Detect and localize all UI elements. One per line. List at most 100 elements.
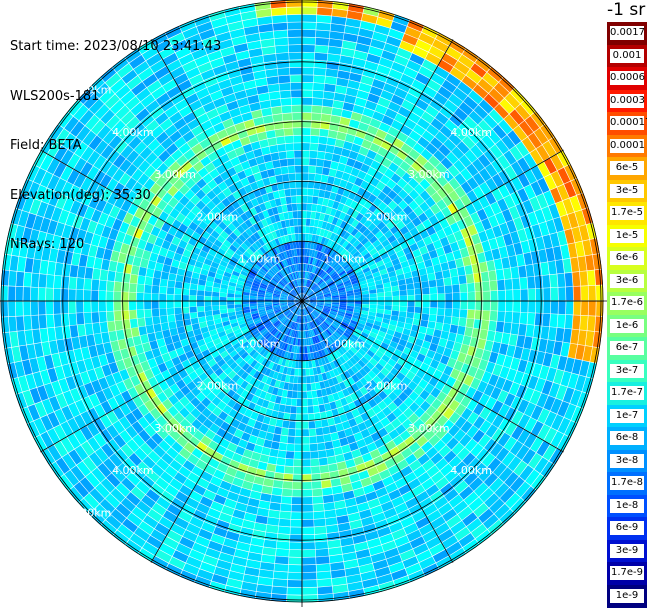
ppi-cell	[159, 286, 167, 294]
ppi-cell	[257, 132, 267, 141]
ppi-cell	[377, 288, 384, 293]
ppi-cell	[260, 454, 270, 463]
ppi-cell	[283, 481, 293, 489]
ppi-cell	[269, 91, 280, 99]
ppi-cell	[284, 466, 293, 474]
ppi-cell	[316, 159, 324, 167]
ppi-cell	[235, 304, 242, 308]
ppi-cell	[289, 421, 296, 428]
ppi-cell	[317, 435, 325, 443]
ppi-cell	[235, 298, 242, 301]
ppi-cell	[176, 320, 184, 328]
ppi-cell	[160, 279, 168, 287]
ppi-cell	[377, 305, 384, 309]
ppi-cell	[213, 287, 220, 292]
ppi-cell	[496, 322, 504, 333]
ppi-cell	[174, 295, 181, 301]
ppi-cell	[302, 407, 308, 414]
ppi-cell	[254, 476, 265, 485]
ppi-cell	[314, 519, 326, 527]
ppi-cell	[302, 22, 316, 29]
ppi-cell	[302, 392, 307, 399]
ppi-cell	[393, 296, 400, 301]
ppi-cell	[77, 324, 85, 336]
elevation-label: Elevation(deg): 35.30	[10, 188, 221, 205]
ppi-cell	[450, 268, 458, 277]
ppi-cell	[292, 490, 302, 497]
ppi-cell	[492, 248, 501, 259]
ppi-cell	[256, 9, 271, 18]
ppi-cell	[168, 315, 176, 323]
ppi-cell	[494, 332, 503, 343]
ppi-cell	[465, 265, 473, 275]
colorbar-tick-label: 3e-7	[610, 364, 644, 378]
ppi-cell	[558, 287, 565, 300]
ppi-cell	[325, 517, 337, 525]
ppi-cell	[302, 346, 305, 353]
ppi-cell	[494, 259, 503, 270]
ppi-cell	[302, 512, 313, 519]
ppi-cell	[302, 53, 315, 60]
ppi-cell	[262, 486, 273, 495]
ppi-cell	[266, 525, 278, 533]
ppi-cell	[227, 297, 234, 301]
ppi-cell	[84, 313, 92, 324]
ppi-cell	[315, 53, 328, 61]
ppi-cell	[574, 301, 581, 315]
ppi-cell	[8, 286, 15, 301]
ppi-cell	[309, 436, 317, 443]
ppi-cell	[518, 324, 526, 336]
ppi-cell	[280, 435, 288, 443]
range-ring-label: 3.00km	[408, 168, 450, 181]
ppi-cell	[511, 323, 519, 335]
ppi-cell	[294, 369, 298, 376]
ppi-cell	[261, 447, 270, 456]
ppi-cell	[144, 301, 151, 309]
ppi-cell	[296, 188, 302, 195]
range-ring-label: 4.00km	[450, 126, 492, 139]
ppi-cell	[310, 451, 318, 459]
ppi-cell	[342, 483, 353, 492]
ppi-cell	[578, 256, 587, 271]
scan-info: Start time: 2023/08/10 23:41:43 WLS200s-…	[10, 6, 221, 270]
ppi-cell	[558, 301, 565, 314]
ppi-cell	[129, 292, 136, 301]
ppi-cell	[430, 308, 437, 315]
ppi-cell	[355, 301, 362, 304]
ppi-cell	[152, 278, 160, 286]
ppi-cell	[92, 312, 100, 323]
ppi-cell	[271, 106, 282, 114]
ppi-cell	[286, 451, 294, 459]
ppi-cell	[250, 56, 263, 65]
ppi-cell	[306, 219, 310, 226]
ppi-cell	[513, 301, 520, 312]
ppi-cell	[227, 293, 234, 297]
ppi-cell	[428, 273, 436, 281]
ppi-cell	[263, 154, 272, 162]
ppi-cell	[444, 278, 452, 286]
ppi-cell	[302, 234, 305, 241]
ppi-cell	[438, 301, 445, 308]
ppi-cell	[466, 318, 474, 327]
ppi-cell	[291, 83, 302, 90]
ppi-cell	[305, 241, 308, 248]
ppi-cell	[392, 291, 399, 296]
ppi-cell	[334, 447, 343, 456]
ppi-cell	[343, 452, 353, 461]
ppi-cell	[291, 90, 302, 97]
range-ring-label: 4.00km	[450, 464, 492, 477]
ppi-cell	[512, 312, 520, 323]
ppi-cell	[318, 144, 327, 152]
ppi-cell	[317, 151, 325, 159]
ppi-cell	[281, 167, 289, 175]
range-ring-label: 3.00km	[154, 422, 196, 435]
ppi-cell	[303, 580, 317, 587]
ppi-cell	[428, 321, 436, 329]
ppi-cell	[109, 331, 118, 342]
ppi-cell	[198, 312, 206, 318]
ppi-cell	[498, 301, 505, 311]
ppi-cell	[448, 332, 457, 341]
ppi-cell	[46, 275, 54, 288]
ppi-cell	[302, 459, 310, 466]
ppi-cell	[429, 280, 437, 288]
